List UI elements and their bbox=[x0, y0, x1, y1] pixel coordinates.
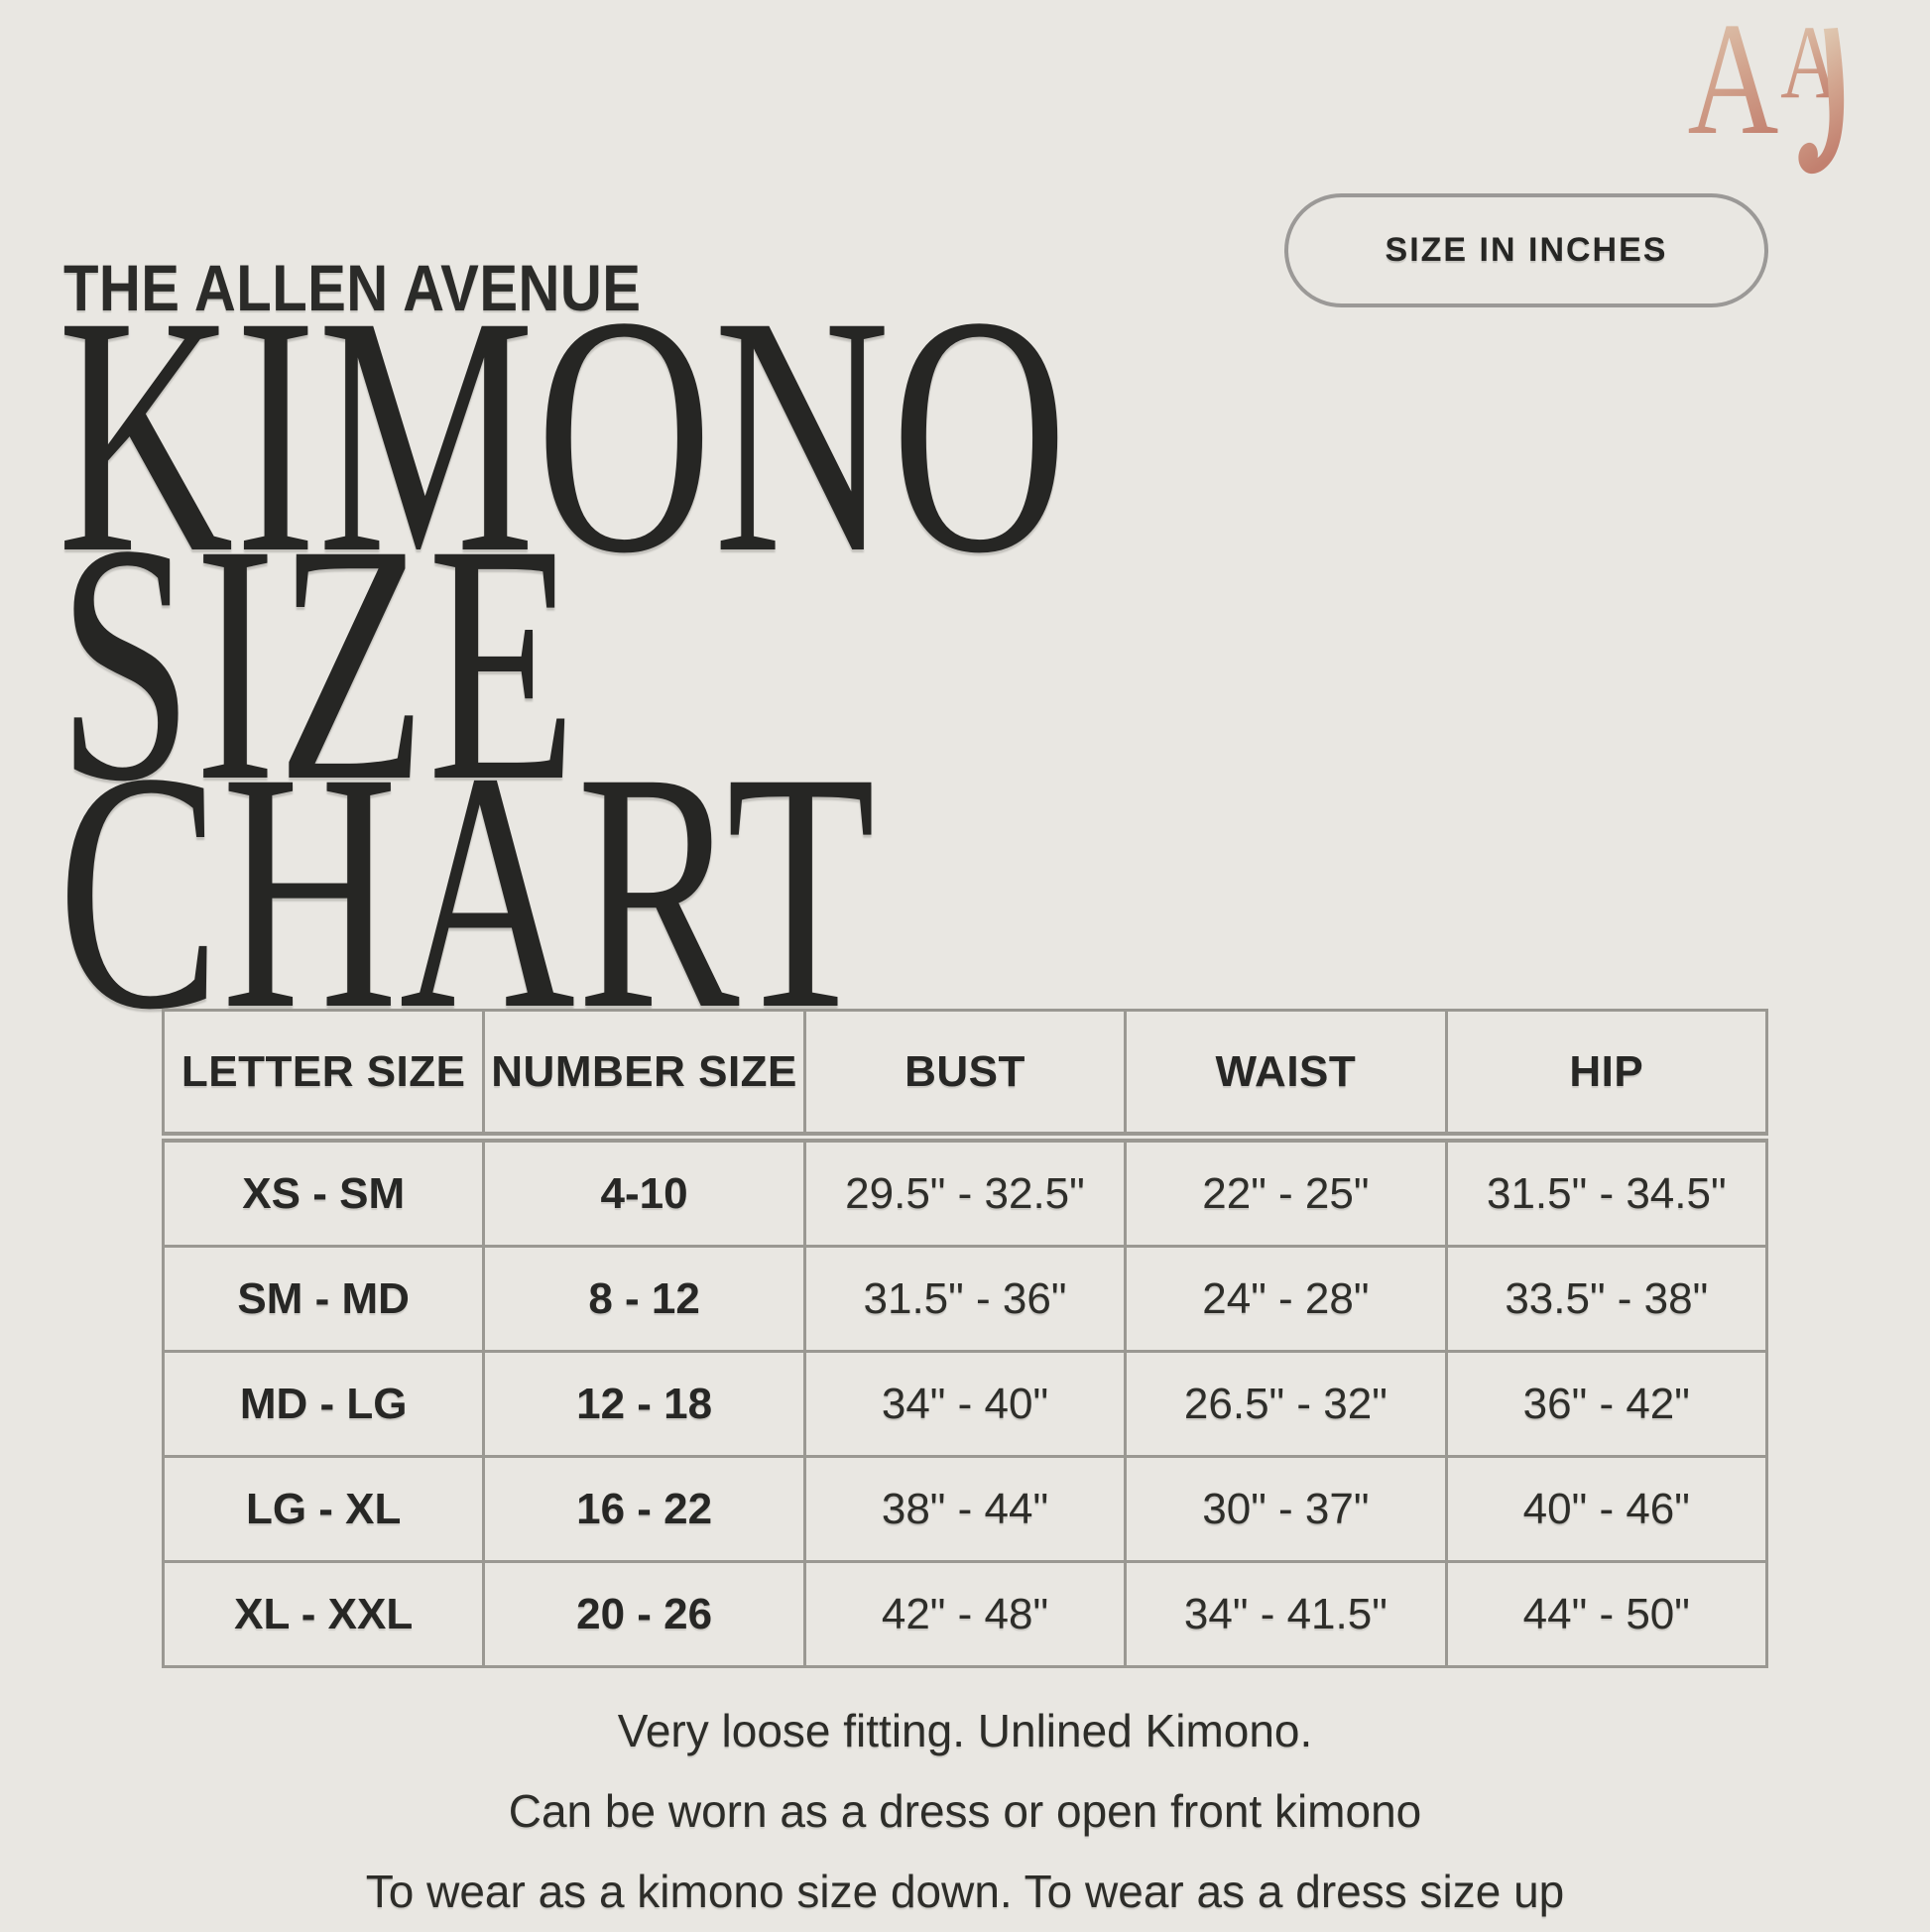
page-title: KIMONO SIZE CHART bbox=[58, 246, 1069, 1080]
cell-hip: 33.5" - 38" bbox=[1444, 1245, 1769, 1353]
table-header-row: LETTER SIZE NUMBER SIZE BUST WAIST HIP bbox=[161, 1009, 1769, 1143]
monogram-swash bbox=[1798, 28, 1845, 175]
cell-bust: 38" - 44" bbox=[802, 1455, 1128, 1563]
brand-monogram-logo: A A bbox=[1688, 24, 1845, 175]
cell-bust: 42" - 48" bbox=[802, 1560, 1128, 1668]
monogram-letter-a1: A bbox=[1688, 24, 1779, 169]
cell-bust: 29.5" - 32.5" bbox=[802, 1136, 1128, 1248]
cell-waist: 22" - 25" bbox=[1124, 1136, 1448, 1248]
cell-number-size: 8 - 12 bbox=[482, 1245, 806, 1353]
cell-letter-size: SM - MD bbox=[161, 1245, 486, 1353]
fit-note-line-1: Very loose fitting. Unlined Kimono. bbox=[617, 1705, 1313, 1756]
fit-notes: Very loose fitting. Unlined Kimono. Can … bbox=[0, 1691, 1930, 1932]
column-header-letter-size: LETTER SIZE bbox=[161, 1009, 486, 1143]
column-header-hip: HIP bbox=[1444, 1009, 1769, 1143]
column-header-waist: WAIST bbox=[1124, 1009, 1448, 1143]
cell-number-size: 4-10 bbox=[482, 1136, 806, 1248]
table-row-lg-xl: LG - XL 16 - 22 38" - 44" 30" - 37" 40" … bbox=[161, 1455, 1769, 1563]
cell-letter-size: XL - XXL bbox=[161, 1560, 486, 1668]
cell-waist: 30" - 37" bbox=[1124, 1455, 1448, 1563]
cell-number-size: 16 - 22 bbox=[482, 1455, 806, 1563]
table-row-md-lg: MD - LG 12 - 18 34" - 40" 26.5" - 32" 36… bbox=[161, 1350, 1769, 1458]
cell-hip: 36" - 42" bbox=[1444, 1350, 1769, 1458]
fit-note-line-2: Can be worn as a dress or open front kim… bbox=[508, 1785, 1422, 1837]
cell-hip: 40" - 46" bbox=[1444, 1455, 1769, 1563]
size-unit-badge-label: SIZE IN INCHES bbox=[1385, 231, 1668, 269]
brand-name-heading: THE ALLEN AVENUE bbox=[63, 251, 642, 324]
cell-hip: 44" - 50" bbox=[1444, 1560, 1769, 1668]
cell-waist: 26.5" - 32" bbox=[1124, 1350, 1448, 1458]
cell-number-size: 12 - 18 bbox=[482, 1350, 806, 1458]
column-header-number-size: NUMBER SIZE bbox=[482, 1009, 806, 1143]
cell-letter-size: XS - SM bbox=[161, 1136, 486, 1248]
size-unit-badge: SIZE IN INCHES bbox=[1284, 193, 1768, 307]
cell-waist: 24" - 28" bbox=[1124, 1245, 1448, 1353]
cell-bust: 31.5" - 36" bbox=[802, 1245, 1128, 1353]
fit-note-line-3: To wear as a kimono size down. To wear a… bbox=[365, 1866, 1565, 1917]
cell-number-size: 20 - 26 bbox=[482, 1560, 806, 1668]
table-row-sm-md: SM - MD 8 - 12 31.5" - 36" 24" - 28" 33.… bbox=[161, 1245, 1769, 1353]
cell-hip: 31.5" - 34.5" bbox=[1444, 1136, 1769, 1248]
size-chart-table: LETTER SIZE NUMBER SIZE BUST WAIST HIP X… bbox=[161, 1009, 1769, 1668]
table-row-xs-sm: XS - SM 4-10 29.5" - 32.5" 22" - 25" 31.… bbox=[161, 1136, 1769, 1248]
cell-bust: 34" - 40" bbox=[802, 1350, 1128, 1458]
table-row-xl-xxl: XL - XXL 20 - 26 42" - 48" 34" - 41.5" 4… bbox=[161, 1560, 1769, 1668]
cell-letter-size: LG - XL bbox=[161, 1455, 486, 1563]
cell-letter-size: MD - LG bbox=[161, 1350, 486, 1458]
column-header-bust: BUST bbox=[802, 1009, 1128, 1143]
cell-waist: 34" - 41.5" bbox=[1124, 1560, 1448, 1668]
